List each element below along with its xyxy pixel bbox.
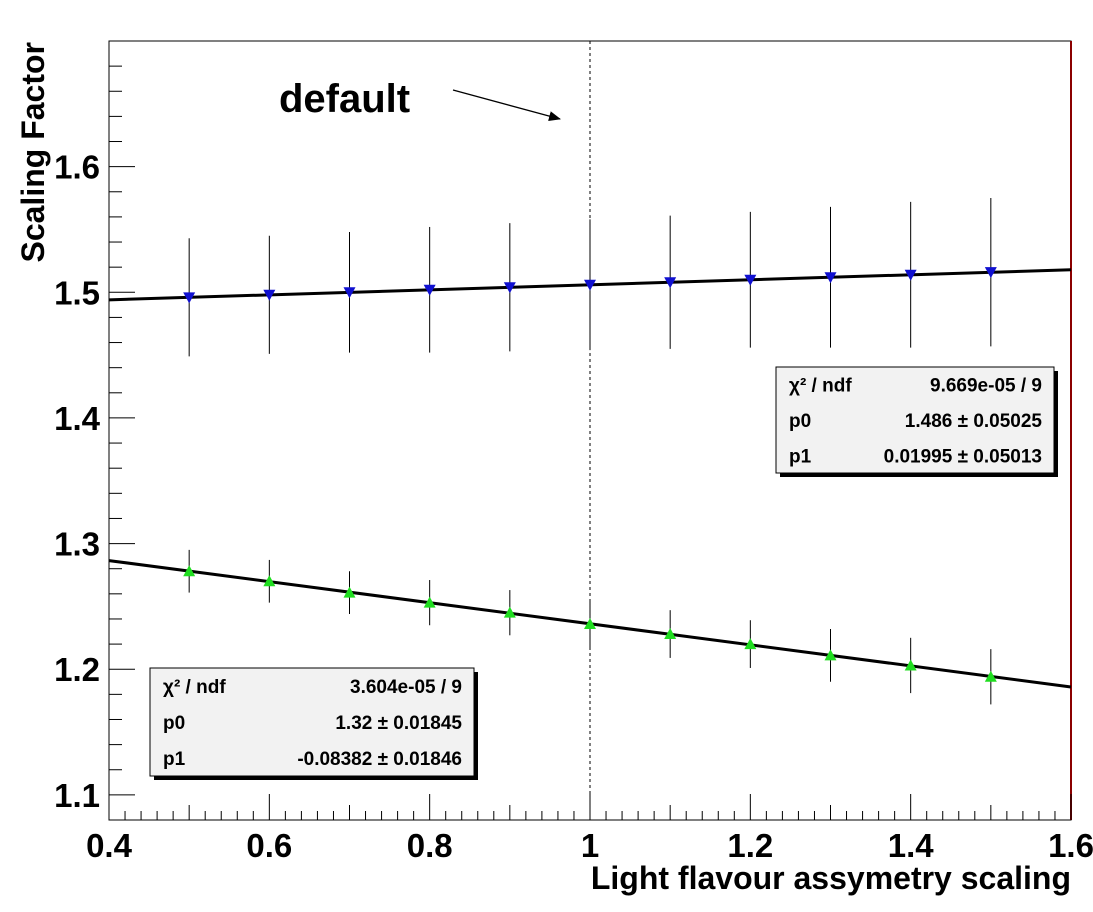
stat-label: χ² / ndf	[789, 376, 852, 397]
y-tick-label: 1.2	[54, 651, 100, 688]
data-point	[744, 638, 757, 650]
y-tick-label: 1.6	[54, 149, 100, 186]
annotation-arrow	[452, 89, 561, 121]
data-point	[984, 670, 997, 682]
x-tick-label: 1.2	[727, 827, 773, 864]
data-point	[423, 596, 436, 608]
data-point	[183, 565, 196, 577]
data-point	[664, 277, 677, 289]
x-tick-label: 0.8	[407, 827, 453, 864]
data-point	[824, 649, 837, 661]
x-tick-label: 1.6	[1048, 827, 1093, 864]
y-tick-label: 1.5	[54, 274, 100, 311]
stat-label: χ² / ndf	[163, 677, 226, 698]
stat-label: p0	[163, 713, 185, 734]
annotation-default: default	[279, 77, 410, 121]
y-tick-label: 1.3	[54, 526, 100, 563]
x-tick-label: 0.6	[246, 827, 292, 864]
data-point	[984, 267, 997, 279]
data-point	[423, 284, 436, 296]
data-point	[904, 269, 917, 281]
data-point	[744, 274, 757, 286]
x-tick-label: 0.4	[86, 827, 133, 864]
data-point	[503, 282, 516, 294]
stat-value: 1.32 ± 0.01845	[335, 713, 462, 734]
data-point	[263, 289, 276, 301]
stat-label: p0	[789, 411, 811, 432]
stat-value: 3.604e-05 / 9	[350, 677, 462, 698]
data-point	[183, 292, 196, 304]
data-point	[343, 287, 356, 299]
stat-value: 9.669e-05 / 9	[930, 376, 1042, 397]
y-tick-label: 1.1	[54, 777, 100, 814]
data-point	[824, 272, 837, 284]
stat-value: -0.08382 ± 0.01846	[297, 749, 462, 770]
stat-label: p1	[789, 446, 812, 467]
data-point	[263, 575, 276, 587]
data-point	[904, 659, 917, 671]
x-tick-label: 1.4	[888, 827, 935, 864]
stat-box	[775, 366, 1055, 474]
data-point	[584, 617, 596, 629]
stat-box	[149, 667, 475, 777]
y-axis-title: Scaling Factor	[15, 42, 51, 263]
stat-label: p1	[163, 749, 186, 770]
data-point	[503, 606, 516, 618]
y-tick-label: 1.4	[54, 400, 101, 437]
stat-value: 0.01995 ± 0.05013	[884, 446, 1042, 467]
data-point	[584, 279, 596, 291]
stat-value: 1.486 ± 0.05025	[905, 411, 1043, 432]
data-point	[664, 628, 677, 640]
data-point	[343, 586, 356, 598]
x-tick-label: 1	[581, 827, 599, 864]
x-axis-title: Light flavour assymetry scaling	[591, 860, 1071, 896]
